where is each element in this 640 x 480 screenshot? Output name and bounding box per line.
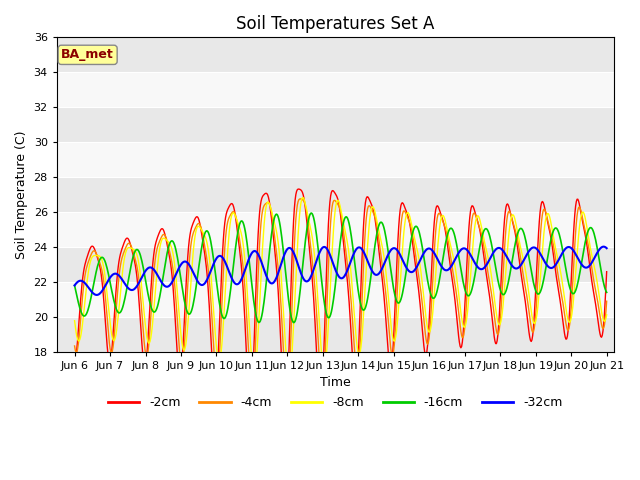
-16cm — [308, 210, 316, 216]
-2cm — [189, 221, 197, 227]
Bar — [57, 142, 614, 177]
Bar — [57, 107, 614, 142]
-4cm — [135, 277, 143, 283]
Title: Soil Temperatures Set A: Soil Temperatures Set A — [236, 15, 435, 33]
Y-axis label: Soil Temperature (C): Soil Temperature (C) — [15, 130, 28, 259]
Bar — [57, 282, 614, 317]
Bar — [57, 212, 614, 247]
-4cm — [406, 223, 414, 228]
Line: -32cm: -32cm — [75, 247, 607, 295]
-8cm — [81, 306, 88, 312]
-4cm — [422, 336, 430, 342]
Legend: -2cm, -4cm, -8cm, -16cm, -32cm: -2cm, -4cm, -8cm, -16cm, -32cm — [103, 391, 568, 414]
-2cm — [603, 269, 611, 275]
-8cm — [135, 261, 143, 267]
-8cm — [603, 312, 611, 318]
-32cm — [190, 271, 198, 276]
-32cm — [422, 248, 429, 254]
-2cm — [422, 352, 430, 358]
Line: -16cm: -16cm — [75, 213, 607, 323]
-16cm — [71, 283, 79, 288]
-4cm — [81, 278, 88, 284]
-16cm — [422, 269, 430, 275]
-8cm — [71, 318, 79, 324]
Bar — [57, 247, 614, 282]
-16cm — [81, 313, 88, 319]
-4cm — [71, 343, 79, 349]
Text: BA_met: BA_met — [61, 48, 114, 61]
-16cm — [217, 309, 225, 315]
-32cm — [71, 283, 79, 288]
-32cm — [603, 245, 611, 251]
-16cm — [406, 240, 414, 246]
-2cm — [135, 297, 143, 303]
-2cm — [71, 358, 79, 364]
-32cm — [218, 254, 226, 260]
-2cm — [217, 281, 225, 287]
X-axis label: Time: Time — [320, 376, 351, 389]
-32cm — [600, 244, 607, 250]
Line: -2cm: -2cm — [75, 189, 607, 412]
-16cm — [189, 302, 197, 308]
-2cm — [295, 186, 303, 192]
-8cm — [422, 315, 430, 321]
-8cm — [189, 252, 197, 257]
-16cm — [290, 320, 298, 325]
-32cm — [136, 278, 143, 284]
-4cm — [189, 231, 197, 237]
-32cm — [93, 292, 100, 298]
-16cm — [603, 289, 611, 295]
-8cm — [299, 195, 307, 201]
Bar — [57, 177, 614, 212]
Bar — [57, 37, 614, 72]
-2cm — [282, 409, 289, 415]
-4cm — [603, 299, 611, 304]
-8cm — [406, 217, 414, 223]
-32cm — [406, 269, 413, 275]
-2cm — [406, 226, 414, 231]
-32cm — [81, 279, 88, 285]
-4cm — [283, 393, 291, 398]
Line: -8cm: -8cm — [75, 198, 607, 374]
-4cm — [296, 196, 304, 202]
-2cm — [81, 265, 88, 271]
-16cm — [135, 249, 143, 254]
-8cm — [285, 372, 293, 377]
-4cm — [217, 319, 225, 325]
Line: -4cm: -4cm — [75, 199, 607, 396]
-8cm — [217, 349, 225, 355]
Bar — [57, 72, 614, 107]
Bar — [57, 317, 614, 351]
